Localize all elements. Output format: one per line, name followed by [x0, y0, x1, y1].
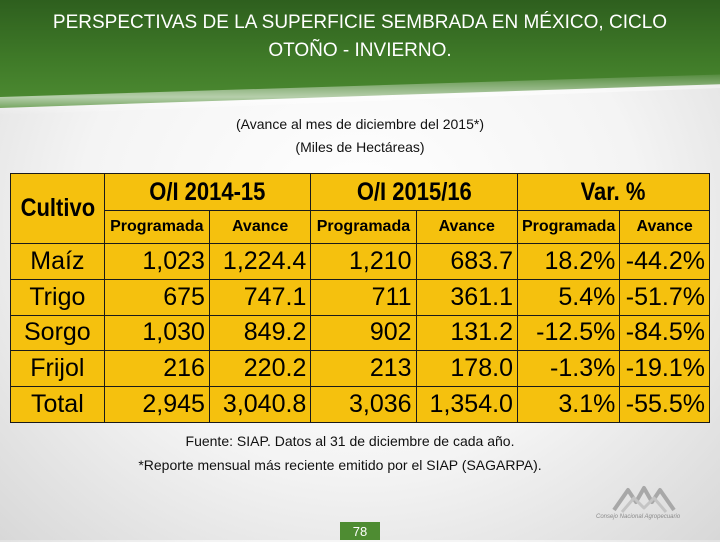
cell-programada-2014: 675: [103, 278, 210, 316]
cell-cultivo: Frijol: [10, 350, 105, 388]
header-programada: Programada: [310, 210, 417, 244]
header-programada: Programada: [103, 210, 210, 244]
cell-var-programada: 5.4%: [516, 278, 621, 316]
header-var-pct: Var. %: [528, 173, 699, 211]
cell-var-avance: -84.5%: [619, 314, 710, 352]
table-row: Trigo 675 747.1 711 361.1 5.4% -51.7%: [10, 278, 710, 316]
cell-avance-2014: 220.2: [208, 350, 312, 388]
cell-programada-2014: 1,023: [103, 243, 210, 280]
cell-avance-2014: 1,224.4: [208, 243, 312, 280]
header-programada: Programada: [516, 210, 621, 244]
header-avance: Avance: [619, 210, 710, 244]
header-oi-2015-16: O/I 2015/16: [322, 173, 506, 211]
cell-avance-2015: 683.7: [415, 243, 518, 280]
logo-caption: Consejo Nacional Agropecuario: [596, 514, 681, 520]
cell-var-programada: -1.3%: [516, 350, 621, 388]
table-row: Maíz 1,023 1,224.4 1,210 683.7 18.2% -44…: [10, 243, 710, 280]
cell-avance-2015: 178.0: [415, 350, 518, 388]
page-title: PERSPECTIVAS DE LA SUPERFICIE SEMBRADA E…: [52, 12, 668, 61]
table-row-total: Total 2,945 3,040.8 3,036 1,354.0 3.1% -…: [10, 386, 710, 423]
cell-var-programada: 3.1%: [516, 386, 621, 423]
cell-programada-2015: 902: [310, 314, 417, 352]
cell-avance-2014: 849.2: [208, 314, 312, 352]
cell-avance-2014: 3,040.8: [208, 386, 312, 423]
cell-cultivo: Total: [10, 386, 105, 423]
cell-avance-2014: 747.1: [208, 278, 312, 316]
page-number: 78: [340, 522, 380, 540]
header-avance: Avance: [208, 210, 312, 244]
header-avance: Avance: [415, 210, 518, 244]
cell-var-programada: -12.5%: [516, 314, 621, 352]
cell-var-programada: 18.2%: [516, 243, 621, 280]
header-cultivo: Cultivo: [15, 173, 100, 244]
cell-avance-2015: 1,354.0: [415, 386, 518, 423]
cell-programada-2014: 216: [103, 350, 210, 388]
cell-programada-2015: 1,210: [310, 243, 417, 280]
cell-avance-2015: 131.2: [415, 314, 518, 352]
table-row: Frijol 216 220.2 213 178.0 -1.3% -19.1%: [10, 350, 710, 388]
cell-var-avance: -44.2%: [619, 243, 710, 280]
cell-var-avance: -19.1%: [619, 350, 710, 388]
cell-programada-2015: 3,036: [310, 386, 417, 423]
cell-var-avance: -51.7%: [619, 278, 710, 316]
cell-programada-2015: 711: [310, 278, 417, 316]
data-table: Cultivo O/I 2014-15 O/I 2015/16 Var. % P…: [10, 173, 710, 423]
cell-var-avance: -55.5%: [619, 386, 710, 423]
subtitle-avance: (Avance al mes de diciembre del 2015*): [236, 116, 484, 132]
cell-programada-2015: 213: [310, 350, 417, 388]
cna-logo-icon: [612, 486, 676, 513]
header-oi-2014-15: O/I 2014-15: [116, 173, 299, 211]
cell-cultivo: Sorgo: [10, 314, 105, 352]
cell-cultivo: Trigo: [10, 278, 105, 316]
subtitle-units: (Miles de Hectáreas): [295, 139, 425, 155]
footer-source: Fuente: SIAP. Datos al 31 de diciembre d…: [185, 433, 515, 449]
cell-avance-2015: 361.1: [415, 278, 518, 316]
cell-programada-2014: 2,945: [103, 386, 210, 423]
footer-note: *Reporte mensual más reciente emitido po…: [138, 457, 542, 473]
cell-programada-2014: 1,030: [103, 314, 210, 352]
table-row: Sorgo 1,030 849.2 902 131.2 -12.5% -84.5…: [10, 314, 710, 352]
cell-cultivo: Maíz: [10, 243, 105, 280]
